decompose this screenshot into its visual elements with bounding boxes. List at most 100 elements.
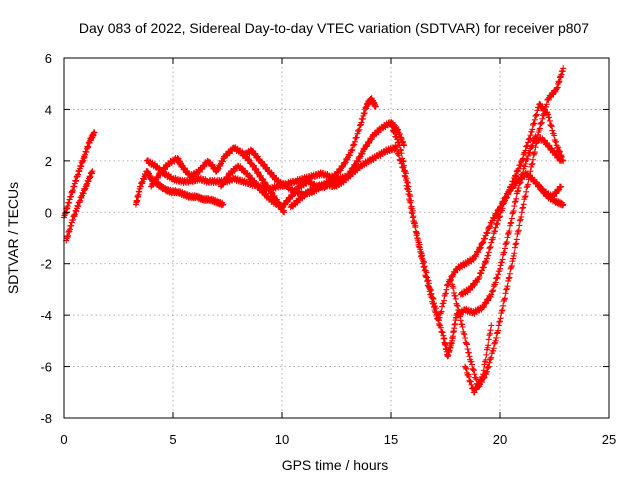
data-point bbox=[497, 262, 504, 269]
data-point bbox=[468, 358, 475, 365]
data-point bbox=[495, 217, 502, 224]
data-point bbox=[271, 192, 278, 199]
data-point bbox=[515, 184, 522, 191]
data-point bbox=[472, 252, 479, 259]
data-point bbox=[508, 219, 515, 226]
data-point bbox=[498, 259, 505, 266]
data-point bbox=[443, 286, 450, 293]
data-point bbox=[533, 112, 540, 119]
data-point bbox=[91, 129, 98, 136]
data-point bbox=[528, 161, 535, 168]
data-point bbox=[525, 176, 532, 183]
y-tick-label: 4 bbox=[45, 102, 52, 117]
data-point bbox=[483, 255, 490, 262]
data-point bbox=[421, 263, 428, 270]
data-point bbox=[485, 224, 492, 231]
data-point bbox=[501, 199, 508, 205]
data-point bbox=[524, 142, 531, 149]
plot-frame bbox=[63, 57, 610, 419]
data-point bbox=[478, 377, 485, 384]
data-point bbox=[350, 142, 357, 149]
data-point bbox=[450, 285, 457, 292]
data-point bbox=[219, 181, 226, 188]
data-point bbox=[505, 277, 512, 284]
data-point bbox=[402, 177, 409, 184]
data-point bbox=[517, 162, 524, 169]
x-tick-label: 0 bbox=[60, 432, 67, 447]
data-point bbox=[531, 116, 538, 123]
data-point bbox=[491, 215, 498, 222]
data-point bbox=[503, 194, 510, 201]
data-point bbox=[466, 377, 473, 384]
x-tick-label: 10 bbox=[275, 432, 289, 447]
data-point bbox=[526, 172, 533, 179]
data-point bbox=[463, 340, 470, 347]
data-point bbox=[548, 122, 555, 129]
grid bbox=[64, 58, 609, 418]
data-point bbox=[421, 264, 428, 271]
data-point bbox=[392, 143, 399, 150]
y-tick-label: -2 bbox=[40, 257, 52, 272]
data-point bbox=[522, 147, 529, 154]
data-point bbox=[549, 127, 556, 134]
data-point bbox=[500, 200, 507, 207]
data-point bbox=[506, 188, 513, 195]
data-point bbox=[484, 365, 491, 372]
data-point bbox=[523, 143, 530, 150]
data-point bbox=[495, 322, 502, 329]
data-point bbox=[487, 356, 494, 363]
data-point bbox=[483, 230, 490, 237]
data-point bbox=[495, 271, 502, 278]
data-point bbox=[494, 220, 501, 227]
data-point bbox=[487, 223, 494, 230]
data-point bbox=[483, 368, 490, 375]
data-point bbox=[414, 235, 421, 242]
data-point bbox=[493, 334, 500, 341]
data-point bbox=[421, 259, 428, 266]
data-point bbox=[150, 181, 157, 188]
data-point bbox=[496, 214, 503, 221]
data-point bbox=[264, 182, 271, 189]
data-point bbox=[522, 193, 529, 200]
data-point bbox=[411, 220, 418, 227]
data-point bbox=[349, 146, 356, 153]
data-point bbox=[499, 307, 506, 314]
data-point bbox=[462, 364, 469, 371]
data-point bbox=[543, 109, 550, 116]
data-point bbox=[510, 209, 517, 216]
data-point bbox=[485, 342, 492, 349]
data-point bbox=[438, 328, 445, 335]
data-point bbox=[485, 336, 492, 343]
data-point bbox=[480, 304, 487, 311]
data-point bbox=[482, 356, 489, 363]
data-point bbox=[529, 160, 536, 167]
data-point bbox=[435, 317, 442, 324]
data-point bbox=[485, 363, 492, 370]
data-point bbox=[531, 149, 538, 156]
data-point bbox=[510, 207, 517, 214]
data-point bbox=[469, 365, 476, 372]
data-point bbox=[454, 302, 461, 309]
series-track-h bbox=[287, 144, 399, 211]
data-point bbox=[397, 146, 404, 153]
data-point bbox=[513, 240, 520, 247]
data-point bbox=[477, 244, 484, 251]
data-point bbox=[560, 65, 567, 72]
data-point bbox=[356, 126, 363, 133]
data-point bbox=[515, 165, 522, 172]
data-point bbox=[530, 151, 537, 158]
data-point bbox=[403, 182, 410, 189]
data-point bbox=[351, 138, 358, 145]
data-point bbox=[511, 203, 518, 210]
data-point bbox=[420, 258, 427, 265]
data-point bbox=[439, 329, 446, 336]
data-point bbox=[401, 167, 408, 174]
data-point bbox=[396, 139, 403, 146]
data-point bbox=[492, 228, 499, 235]
data-point bbox=[388, 122, 395, 129]
data-point bbox=[482, 300, 489, 307]
data-point bbox=[508, 215, 515, 222]
data-point bbox=[465, 373, 472, 380]
data-point bbox=[470, 367, 477, 374]
data-point bbox=[531, 150, 538, 157]
